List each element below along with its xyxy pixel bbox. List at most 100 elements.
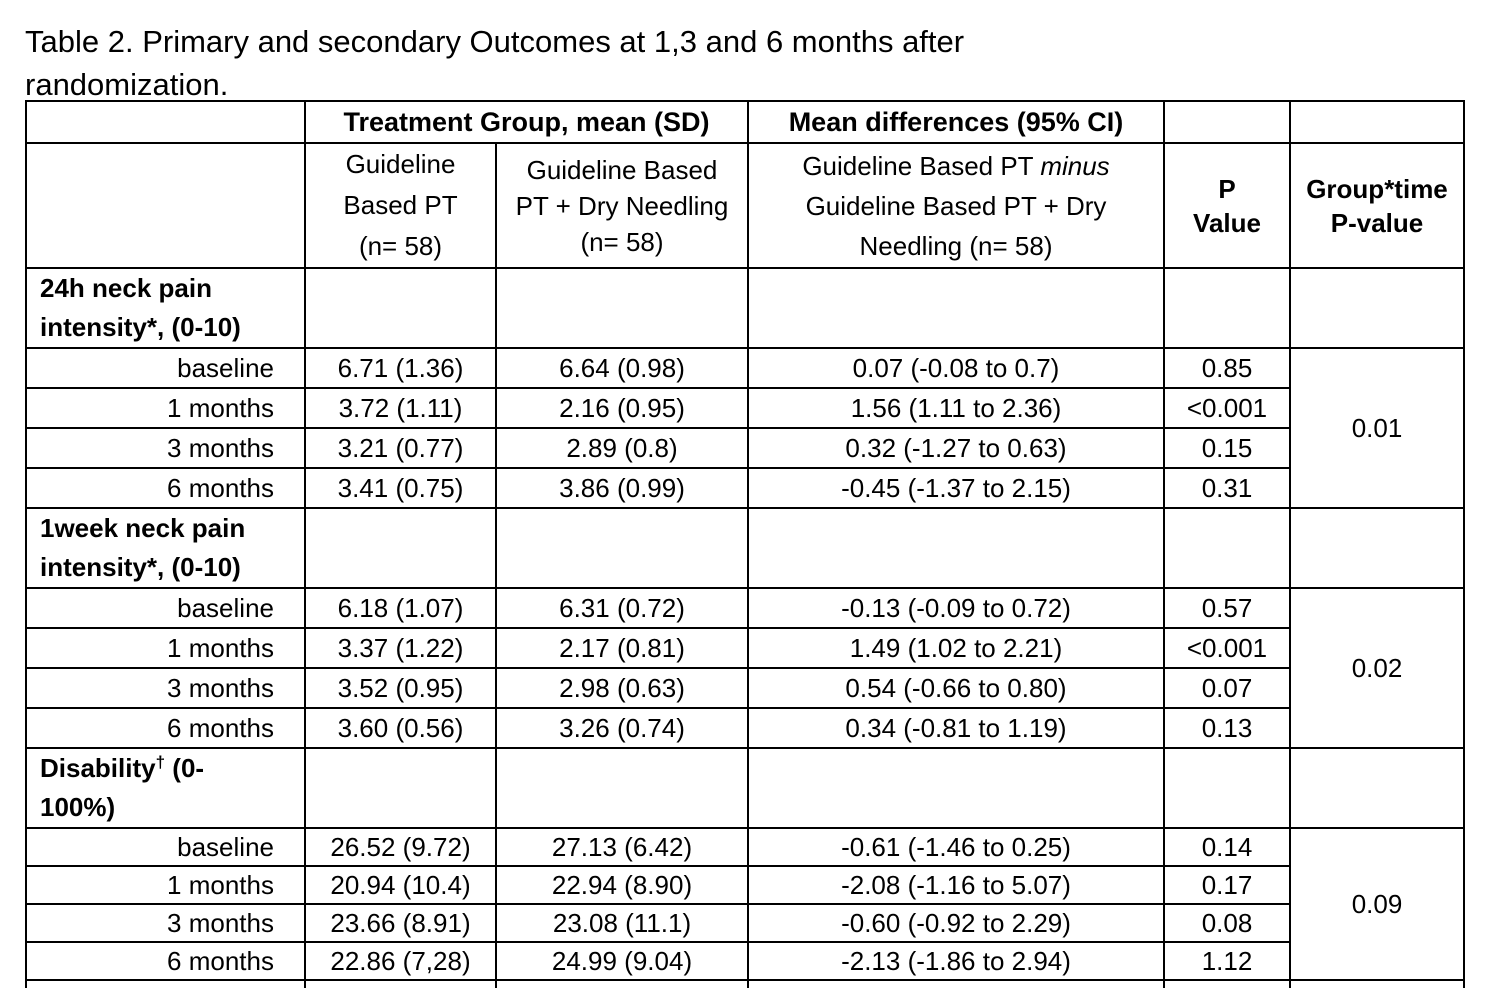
row-label: 1 months — [25, 387, 306, 429]
cell-mean-diff: 0.32 (-1.27 to 0.63) — [747, 427, 1165, 469]
minus-italic: minus — [1040, 150, 1110, 181]
cell-group-time-p: 0.09 — [1289, 827, 1465, 981]
outcomes-table: Treatment Group, mean (SD) Mean differen… — [25, 100, 1465, 988]
cell-pt-mean: 3.52 (0.95) — [304, 667, 497, 709]
empty-cell — [1163, 267, 1291, 349]
empty-cell — [25, 100, 306, 144]
cell-p-value: <0.001 — [1163, 627, 1291, 669]
table-row: 6 months 3.41 (0.75) 3.86 (0.99) -0.45 (… — [25, 467, 1464, 509]
cell-ptdn-mean: 6.31 (0.72) — [495, 587, 749, 629]
row-label: baseline — [25, 587, 306, 629]
cell-p-value: 0.85 — [1163, 347, 1291, 389]
row-label: 1 months — [25, 627, 306, 669]
section-row-1week-neck-pain: 1week neck pain intensity*, (0-10) — [25, 507, 1465, 589]
cell-p-value: 0.57 — [1163, 587, 1291, 629]
cell-mean-diff: -0.13 (-0.09 to 0.72) — [747, 587, 1165, 629]
empty-cell — [1289, 979, 1465, 988]
section-title: Disability† (0- 100%) — [25, 747, 306, 829]
row-label: 1 months — [25, 865, 306, 905]
treatment-group-header: Treatment Group, mean (SD) — [304, 100, 749, 144]
empty-cell — [304, 507, 497, 589]
col-header-guideline-pt: Guideline Based PT (n= 58) — [304, 142, 497, 269]
empty-cell — [1163, 507, 1291, 589]
cell-mean-diff: 0.54 (-0.66 to 0.80) — [747, 667, 1165, 709]
col-header-mean-difference: Guideline Based PT minus Guideline Based… — [747, 142, 1165, 269]
cell-pt-mean: 3.37 (1.22) — [304, 627, 497, 669]
cell-pt-mean: 6.71 (1.36) — [304, 347, 497, 389]
cell-ptdn-mean: 2.98 (0.63) — [495, 667, 749, 709]
cell-pt-mean: 3.60 (0.56) — [304, 707, 497, 749]
cell-mean-diff: -0.60 (-0.92 to 2.29) — [747, 903, 1165, 943]
empty-cell — [1289, 747, 1465, 829]
col-header-group-time-p-value: Group*time P-value — [1289, 142, 1465, 269]
table-caption: Table 2. Primary and secondary Outcomes … — [25, 20, 1155, 106]
cell-p-value: 0.15 — [1163, 427, 1291, 469]
cell-pt-mean: 22.86 (7,28) — [304, 941, 497, 981]
cell-group-time-p: 0.02 — [1289, 587, 1465, 749]
table-row: 3 months 3.21 (0.77) 2.89 (0.8) 0.32 (-1… — [25, 427, 1464, 469]
caption-line-2: randomization. — [25, 67, 229, 102]
empty-cell — [747, 267, 1165, 349]
cell-ptdn-mean: 2.17 (0.81) — [495, 627, 749, 669]
row-label: 3 months — [25, 427, 306, 469]
table-row: baseline 6.71 (1.36) 6.64 (0.98) 0.07 (-… — [25, 347, 1465, 509]
table-row: 6 months 3.60 (0.56) 3.26 (0.74) 0.34 (-… — [25, 707, 1464, 749]
empty-cell — [747, 507, 1165, 589]
empty-cell — [304, 979, 497, 988]
table-row: 3 months 23.66 (8.91) 23.08 (11.1) -0.60… — [25, 903, 1464, 943]
cell-pt-mean: 26.52 (9.72) — [304, 827, 497, 867]
cell-pt-mean: 23.66 (8.91) — [304, 903, 497, 943]
cell-mean-diff: 1.49 (1.02 to 2.21) — [747, 627, 1165, 669]
table-row: 6 months 22.86 (7,28) 24.99 (9.04) -2.13… — [25, 941, 1464, 981]
cell-mean-diff: -2.08 (-1.16 to 5.07) — [747, 865, 1165, 905]
cell-pt-mean: 20.94 (10.4) — [304, 865, 497, 905]
cell-mean-diff: 0.34 (-0.81 to 1.19) — [747, 707, 1165, 749]
cell-pt-mean: 3.72 (1.11) — [304, 387, 497, 429]
cell-p-value: <0.001 — [1163, 387, 1291, 429]
cell-ptdn-mean: 23.08 (11.1) — [495, 903, 749, 943]
empty-cell — [25, 979, 306, 988]
dagger-symbol: † — [155, 752, 166, 772]
empty-cell — [1289, 267, 1465, 349]
col-header-p-value: P Value — [1163, 142, 1291, 269]
empty-cell — [304, 267, 497, 349]
caption-line-1: Table 2. Primary and secondary Outcomes … — [25, 24, 965, 59]
table-row: 1 months 20.94 (10.4) 22.94 (8.90) -2.08… — [25, 865, 1464, 905]
empty-cell — [304, 747, 497, 829]
table-row: 3 months 3.52 (0.95) 2.98 (0.63) 0.54 (-… — [25, 667, 1464, 709]
empty-cell — [495, 979, 749, 988]
cell-mean-diff: -2.13 (-1.86 to 2.94) — [747, 941, 1165, 981]
empty-cell — [495, 747, 749, 829]
empty-cell — [747, 747, 1165, 829]
col-header-pt-dry-needling: Guideline Based PT + Dry Needling (n= 58… — [495, 142, 749, 269]
row-label: baseline — [25, 827, 306, 867]
cell-mean-diff: 1.56 (1.11 to 2.36) — [747, 387, 1165, 429]
cell-ptdn-mean: 2.16 (0.95) — [495, 387, 749, 429]
cell-group-time-p: 0.01 — [1289, 347, 1465, 509]
cell-ptdn-mean: 3.26 (0.74) — [495, 707, 749, 749]
header-row-groups: Treatment Group, mean (SD) Mean differen… — [25, 100, 1465, 144]
mean-differences-header: Mean differences (95% CI) — [747, 100, 1165, 144]
row-label: 6 months — [25, 941, 306, 981]
section-title: 24h neck pain intensity*, (0-10) — [25, 267, 306, 349]
empty-cell — [1163, 979, 1291, 988]
cell-pt-mean: 6.18 (1.07) — [304, 587, 497, 629]
row-label: baseline — [25, 347, 306, 389]
empty-cell — [1289, 507, 1465, 589]
empty-cell — [1163, 747, 1291, 829]
table-row: baseline 26.52 (9.72) 27.13 (6.42) -0.61… — [25, 827, 1465, 981]
header-row-columns: Guideline Based PT (n= 58) Guideline Bas… — [25, 142, 1465, 269]
section-title: 1week neck pain intensity*, (0-10) — [25, 507, 306, 589]
cell-ptdn-mean: 6.64 (0.98) — [495, 347, 749, 389]
cell-ptdn-mean: 22.94 (8.90) — [495, 865, 749, 905]
row-label: 3 months — [25, 903, 306, 943]
section-row-disability: Disability† (0- 100%) — [25, 747, 1465, 829]
row-label: 6 months — [25, 707, 306, 749]
cell-ptdn-mean: 2.89 (0.8) — [495, 427, 749, 469]
cell-p-value: 1.12 — [1163, 941, 1291, 981]
cell-mean-diff: -0.45 (-1.37 to 2.15) — [747, 467, 1165, 509]
section-row-24h-neck-pain: 24h neck pain intensity*, (0-10) — [25, 267, 1465, 349]
table-row: 1 months 3.72 (1.11) 2.16 (0.95) 1.56 (1… — [25, 387, 1464, 429]
cell-pt-mean: 3.21 (0.77) — [304, 427, 497, 469]
